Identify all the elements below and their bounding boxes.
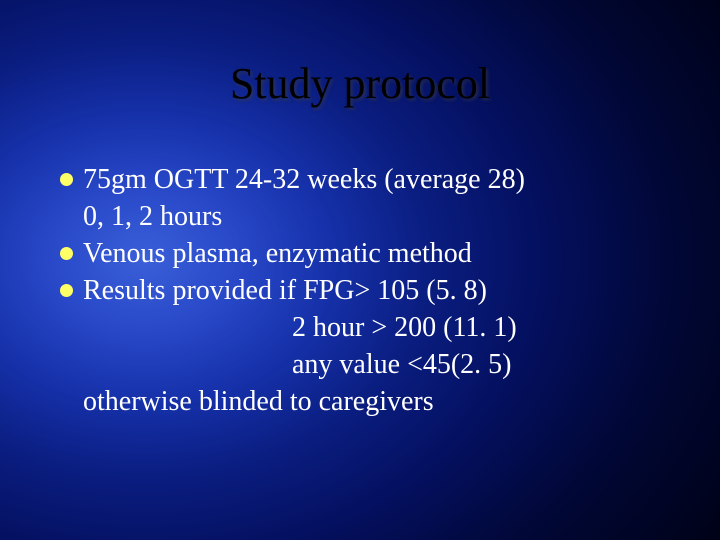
slide-title: Study protocol [0, 58, 720, 109]
bullet-icon [60, 173, 73, 186]
bullet-text: Venous plasma, enzymatic method [83, 236, 680, 271]
slide: Study protocol 75gm OGTT 24-32 weeks (av… [0, 0, 720, 540]
bullet-text: 75gm OGTT 24-32 weeks (average 28) [83, 162, 680, 197]
bullet-icon [60, 284, 73, 297]
bullet-subline: 2 hour > 200 (11. 1) [292, 310, 680, 345]
bullet-subline: any value <45(2. 5) [292, 347, 680, 382]
bullet-continuation: otherwise blinded to caregivers [83, 384, 680, 419]
bullet-item-2: Venous plasma, enzymatic method [60, 236, 680, 271]
bullet-text: Results provided if FPG> 105 (5. 8) [83, 273, 680, 308]
bullet-item-1: 75gm OGTT 24-32 weeks (average 28) [60, 162, 680, 197]
bullet-item-3: Results provided if FPG> 105 (5. 8) [60, 273, 680, 308]
slide-body: 75gm OGTT 24-32 weeks (average 28) 0, 1,… [60, 162, 680, 421]
bullet-continuation: 0, 1, 2 hours [83, 199, 680, 234]
bullet-icon [60, 247, 73, 260]
